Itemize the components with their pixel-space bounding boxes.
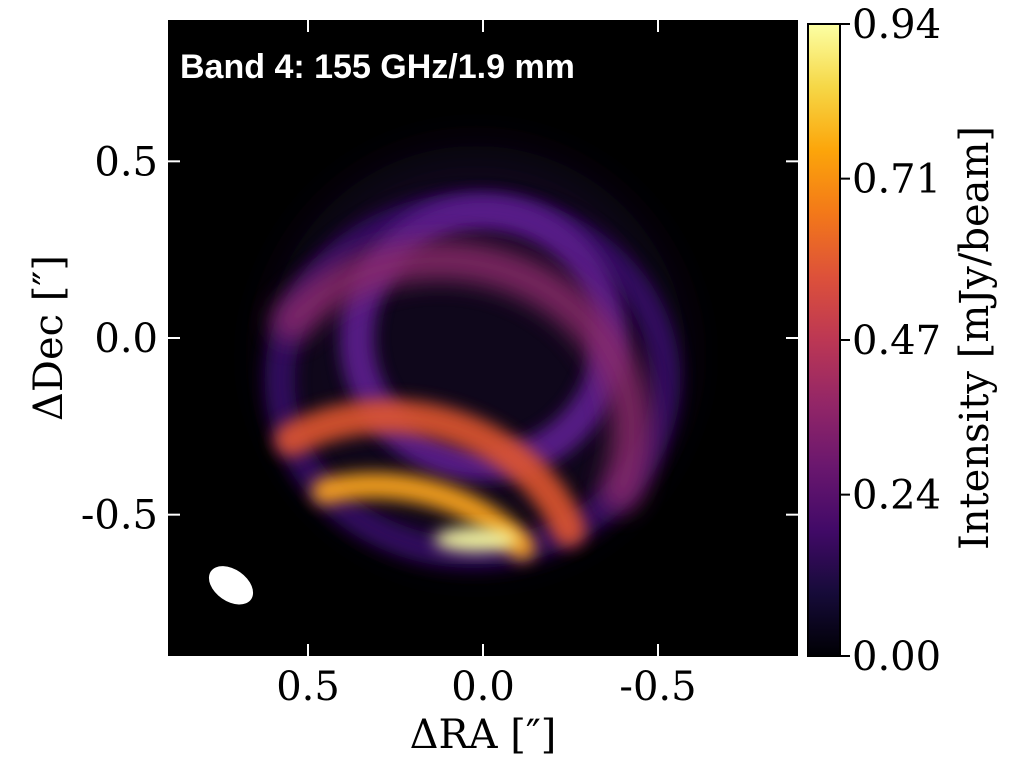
y-tick-label: 0.5: [94, 139, 158, 185]
y-axis-ticks: 0.5 0.0 -0.5: [81, 139, 798, 539]
crescent-peak: [434, 527, 518, 552]
y-tick-label: 0.0: [94, 316, 158, 362]
colorbar-tick-label: 0.94: [852, 2, 941, 48]
crescent-outer-glow: [271, 239, 652, 512]
colorbar-tick-label: 0.71: [852, 157, 941, 203]
x-tick-label: -0.5: [619, 664, 696, 710]
x-axis-label: ΔRA [″]: [410, 712, 557, 758]
x-tick-label: 0.0: [451, 664, 515, 710]
colorbar-tick-label: 0.00: [852, 634, 941, 680]
emission-map: [264, 145, 686, 568]
x-axis-ticks: 0.5 0.0 -0.5: [276, 20, 697, 710]
colorbar-ticks: 0.00 0.24 0.47 0.71 0.94: [840, 2, 941, 680]
crescent-mid: [274, 399, 586, 547]
y-axis-label: ΔDec [″]: [26, 255, 72, 421]
y-tick-label: -0.5: [81, 493, 158, 539]
plot-title: Band 4: 155 GHz/1.9 mm: [180, 48, 575, 86]
colorbar-tick-label: 0.47: [852, 318, 941, 364]
colorbar-tick-label: 0.24: [852, 473, 941, 519]
beam-ellipse: [208, 566, 254, 605]
x-tick-label: 0.5: [276, 664, 340, 710]
colorbar: [807, 23, 841, 657]
crescent-bright: [311, 472, 536, 561]
colorbar-label: Intensity [mJy/beam]: [952, 126, 998, 550]
